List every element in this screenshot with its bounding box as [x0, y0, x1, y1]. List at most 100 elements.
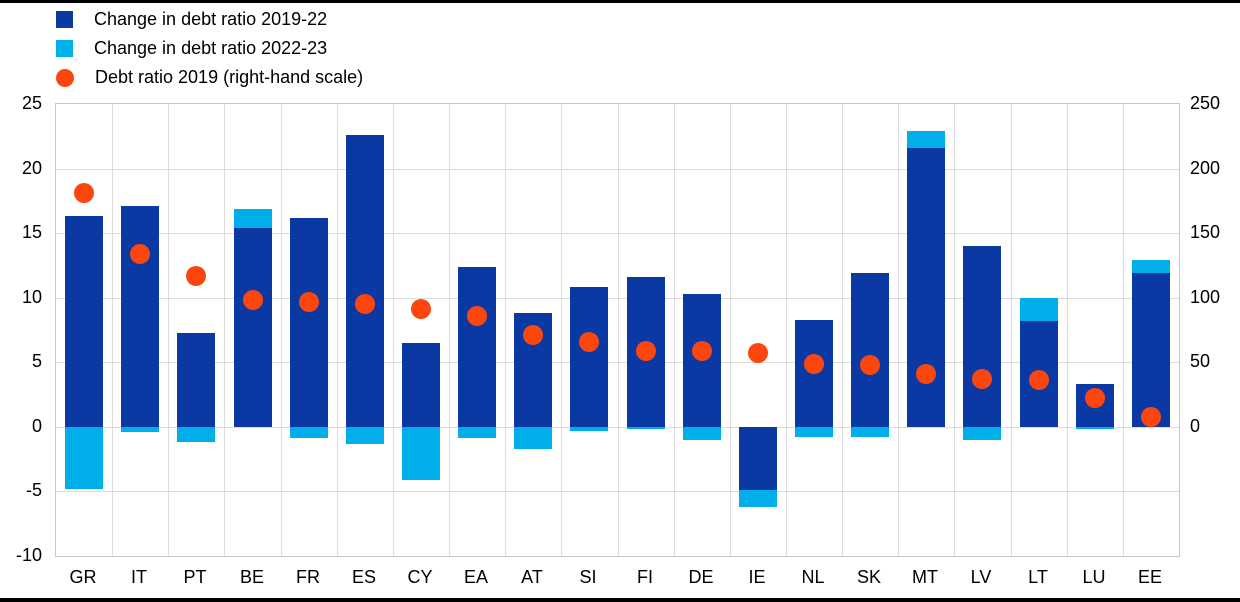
data-point-EA — [467, 306, 487, 326]
x-tick-label-AT: AT — [521, 567, 543, 587]
y-left-tick-label: 5 — [31, 351, 42, 372]
bar-segment-FR — [290, 217, 328, 427]
v-gridline — [786, 104, 787, 556]
light-blue-square-icon — [56, 40, 73, 57]
data-point-LV — [972, 369, 992, 389]
data-point-CY — [411, 299, 431, 319]
h-gridline — [56, 362, 1179, 364]
x-tick-label-ES: ES — [351, 567, 376, 587]
bar-segment-SI — [570, 426, 608, 431]
bar-segment-EA — [458, 266, 496, 427]
bar-segment-GR — [65, 426, 103, 489]
v-gridline — [393, 104, 394, 556]
h-gridline — [56, 168, 1179, 170]
y-right-tick-label: 200 — [1190, 157, 1221, 178]
h-gridline — [56, 426, 1179, 428]
x-tick-label-SI: SI — [579, 567, 597, 587]
x-tick-label-SK: SK — [856, 567, 881, 587]
v-gridline — [1123, 104, 1124, 556]
bar-segment-AT — [514, 426, 552, 449]
bottom-border — [0, 598, 1240, 602]
bar-segment-SI — [570, 287, 608, 427]
data-point-DE — [692, 341, 712, 361]
bar-segment-PT — [177, 332, 215, 427]
bar-segment-ES — [346, 426, 384, 444]
data-point-ES — [355, 294, 375, 314]
bar-segment-SK — [851, 273, 889, 427]
bar-segment-LV — [963, 426, 1001, 440]
y-left-tick-label: -10 — [15, 545, 42, 565]
v-gridline — [1011, 104, 1012, 556]
legend-label: Change in debt ratio 2022-23 — [94, 38, 328, 58]
data-point-LT — [1029, 370, 1049, 390]
v-gridline — [730, 104, 731, 556]
x-tick-label-FR: FR — [296, 567, 320, 587]
bar-segment-IE — [739, 426, 777, 491]
y-right-tick-label: 50 — [1190, 351, 1211, 372]
data-point-SI — [579, 332, 599, 352]
plot-area — [55, 103, 1180, 557]
data-point-IE — [748, 343, 768, 363]
bar-segment-CY — [402, 342, 440, 427]
v-gridline — [224, 104, 225, 556]
top-border — [0, 0, 1240, 3]
x-tick-label-LU: LU — [1082, 567, 1106, 587]
data-point-NL — [804, 354, 824, 374]
bar-segment-PT — [177, 426, 215, 443]
v-gridline — [112, 104, 113, 556]
bar-segment-MT — [907, 131, 945, 148]
data-point-MT — [916, 364, 936, 384]
legend-label: Change in debt ratio 2019-22 — [94, 9, 328, 29]
x-tick-label-DE: DE — [688, 567, 714, 587]
data-point-AT — [523, 325, 543, 345]
bar-segment-MT — [907, 147, 945, 427]
x-tick-label-IT: IT — [131, 567, 147, 587]
v-gridline — [842, 104, 843, 556]
y-right-tick-label: 0 — [1190, 415, 1201, 436]
bar-segment-IT — [121, 426, 159, 432]
bar-segment-BE — [234, 227, 272, 427]
bar-segment-GR — [65, 216, 103, 427]
v-gridline — [1067, 104, 1068, 556]
v-gridline — [618, 104, 619, 556]
data-point-BE — [243, 290, 263, 310]
bar-segment-ES — [346, 134, 384, 427]
v-gridline — [449, 104, 450, 556]
y-left-tick-label: -5 — [25, 480, 42, 501]
legend-label: Debt ratio 2019 (right-hand scale) — [95, 67, 364, 87]
data-point-PT — [186, 266, 206, 286]
y-left-tick-label: 10 — [21, 286, 42, 307]
x-tick-label-CY: CY — [407, 567, 433, 587]
x-tick-label-MT: MT — [912, 567, 938, 587]
bar-segment-EE — [1132, 273, 1170, 427]
legend-item-change-2019-22: Change in debt ratio 2019-22 — [56, 5, 363, 34]
v-gridline — [337, 104, 338, 556]
dark-blue-square-icon — [56, 11, 73, 28]
bar-segment-IT — [121, 206, 159, 427]
data-point-EE — [1141, 407, 1161, 427]
x-tick-label-LV: LV — [970, 567, 992, 587]
x-tick-label-PT: PT — [183, 567, 207, 587]
x-tick-label-NL: NL — [801, 567, 825, 587]
h-gridline — [56, 297, 1179, 299]
y-left-tick-label: 25 — [21, 93, 42, 113]
x-tick-label-IE: IE — [748, 567, 766, 587]
x-tick-label-EE: EE — [1137, 567, 1162, 587]
y-right-tick-label: 150 — [1190, 222, 1221, 243]
bar-segment-IE — [739, 490, 777, 507]
legend-item-debt-ratio-2019: Debt ratio 2019 (right-hand scale) — [56, 63, 363, 92]
bar-segment-LT — [1020, 297, 1058, 321]
bar-segment-EA — [458, 426, 496, 439]
bar-segment-LV — [963, 246, 1001, 427]
h-gridline — [56, 491, 1179, 493]
data-point-FI — [636, 341, 656, 361]
bar-segment-CY — [402, 426, 440, 480]
v-gridline — [561, 104, 562, 556]
y-right-tick-label: 250 — [1190, 93, 1221, 113]
v-gridline — [954, 104, 955, 556]
y-left-tick-label: 20 — [21, 157, 42, 178]
x-tick-label-BE: BE — [239, 567, 264, 587]
bar-segment-DE — [683, 426, 721, 440]
v-gridline — [168, 104, 169, 556]
bar-segment-FI — [627, 426, 665, 430]
